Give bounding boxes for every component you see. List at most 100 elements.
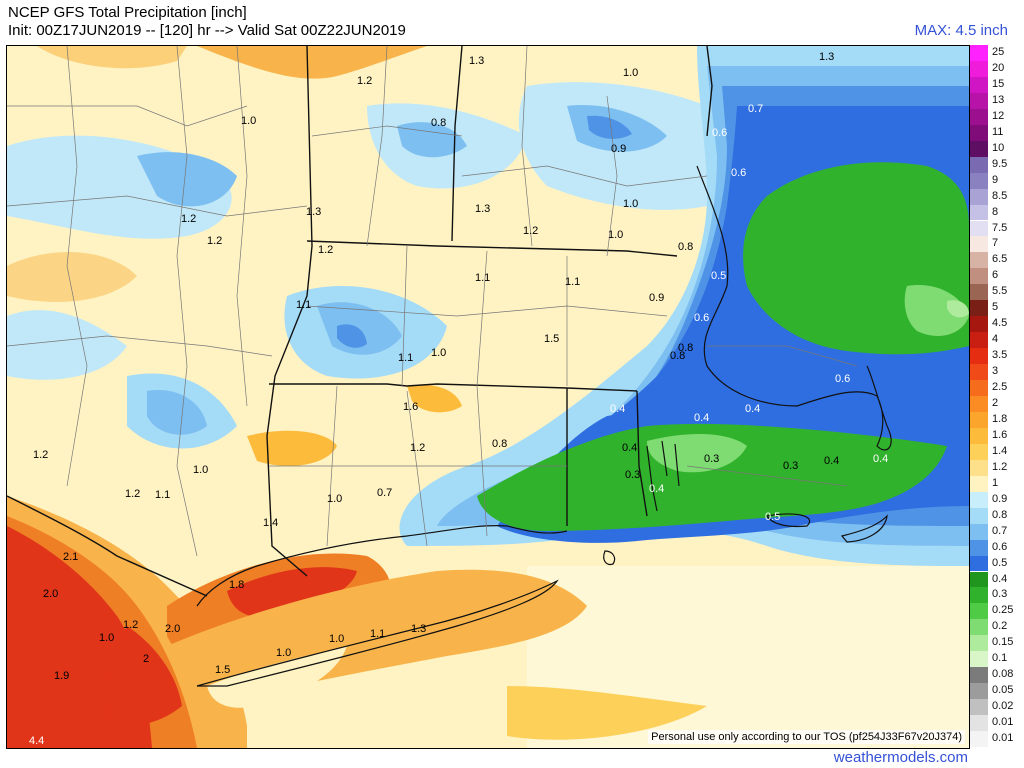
colorbar-label: 0.25 [992,604,1014,617]
colorbar-step: 1.2 [970,459,1024,476]
colorbar-swatch [970,172,988,189]
colorbar-step: 0.08 [970,667,1024,684]
contour-label: 1.4 [263,517,278,529]
colorbar-swatch [970,220,988,237]
contour-label: 1.3 [819,51,834,63]
contour-label: 0.6 [694,312,709,324]
colorbar-step: 13 [970,92,1024,109]
contour-label: 1.1 [370,628,385,640]
contour-label: 2 [143,653,149,665]
colorbar-swatch [970,587,988,604]
colorbar-swatch [970,491,988,508]
contour-label: 1.2 [181,213,196,225]
contour-label: 2.1 [63,551,78,563]
colorbar-label: 25 [992,46,1005,58]
contour-label: 1.6 [403,401,418,413]
contour-label: 0.3 [704,453,719,465]
colorbar-swatch [970,443,988,460]
colorbar-label: 6.5 [992,253,1008,266]
colorbar-label: 8.5 [992,189,1008,202]
colorbar-legend: 25 20 15 13 12 11 10 9.5 9 8.5 8 7.5 7 6.5 6 5.5 5 4.5 4 3.… [970,45,1024,747]
colorbar-label: 9 [992,173,999,186]
colorbar-swatch [970,268,988,285]
contour-label: 1.2 [318,244,333,256]
colorbar-step: 0.8 [970,507,1024,524]
contour-label: 1.0 [193,464,208,476]
colorbar-swatch [970,619,988,636]
colorbar-swatch [970,204,988,221]
colorbar-label: 0.08 [992,668,1014,681]
contour-label: 1.1 [155,489,170,501]
contour-label: 0.7 [748,103,763,115]
contour-label: 1.3 [469,55,484,67]
contour-label: 0.4 [622,442,637,454]
colorbar-label: 9.5 [992,157,1008,170]
colorbar-swatch [970,475,988,492]
colorbar-step: 0.6 [970,539,1024,556]
coastlines [196,165,892,687]
colorbar-step: 3.5 [970,348,1024,365]
contour-label: 0.4 [745,403,760,415]
contour-label: 0.4 [610,403,625,415]
colorbar-swatch [970,459,988,476]
county-lines [7,46,858,557]
colorbar-step: 4.5 [970,316,1024,333]
colorbar-label: 8 [992,205,999,218]
colorbar-swatch [970,667,988,684]
contour-label: 0.6 [835,373,850,385]
colorbar-swatch [970,571,988,588]
colorbar-step: 8.5 [970,188,1024,205]
colorbar-label: 1.6 [992,428,1008,441]
contour-label: 0.9 [649,292,664,304]
contour-label: 1.0 [329,633,344,645]
contour-label: 1.1 [475,272,490,284]
orange-north-left [37,46,187,69]
colorbar-label: 15 [992,77,1005,90]
colorbar-step: 0.01 [970,715,1024,732]
contour-label: 1.0 [431,347,446,359]
colorbar-step: 0.15 [970,635,1024,652]
colorbar-label: 0.2 [992,620,1008,633]
colorbar-label: 3 [992,365,999,378]
colorbar-step: 0.25 [970,603,1024,620]
colorbar-label: 2 [992,397,999,409]
colorbar-label: 0.02 [992,700,1014,713]
colorbar-label: 1.2 [992,460,1008,473]
colorbar-step: 8 [970,204,1024,221]
colorbar-label: 2.5 [992,381,1008,394]
colorbar-step: 1.6 [970,427,1024,444]
contour-label: 1.2 [123,619,138,631]
colorbar-swatch [970,651,988,668]
colorbar-label: 0.05 [992,684,1014,697]
state-borders [7,46,713,597]
colorbar-label: 7 [992,237,999,250]
contour-label: 1.1 [398,352,413,364]
contour-label: 2.0 [165,623,180,635]
colorbar-label: 4.5 [992,317,1008,330]
contour-label: 2.0 [43,588,58,600]
colorbar-label: 0.1 [992,652,1008,665]
contour-label: 1.2 [207,235,222,247]
colorbar-step: 20 [970,60,1024,77]
contour-label: 1.0 [276,647,291,659]
colorbar-step: 1.8 [970,411,1024,428]
colorbar-label: 1 [992,476,999,489]
contour-label: 0.9 [611,143,626,155]
colorbar-swatch [970,284,988,301]
colorbar-label: 0.8 [992,508,1008,521]
colorbar-label: 0.5 [992,556,1008,569]
colorbar-swatch [970,45,988,61]
colorbar-swatch [970,252,988,269]
colorbar-step: 2.5 [970,380,1024,396]
colorbar-step: 1 [970,475,1024,492]
colorbar-label: 0.4 [992,572,1008,585]
colorbar-swatch [970,380,988,396]
colorbar-step: 0.7 [970,523,1024,540]
colorbar-step: 7.5 [970,220,1024,237]
contour-label: 0.6 [712,127,727,139]
colorbar-swatch [970,523,988,540]
colorbar-label: 12 [992,109,1005,122]
site-link[interactable]: weathermodels.com [833,749,968,766]
precip-map-canvas: 1.2 1.3 1.0 1.3 1.0 0.8 0.7 0.6 0.9 0.6 … [7,46,969,748]
colorbar-swatch [970,539,988,556]
